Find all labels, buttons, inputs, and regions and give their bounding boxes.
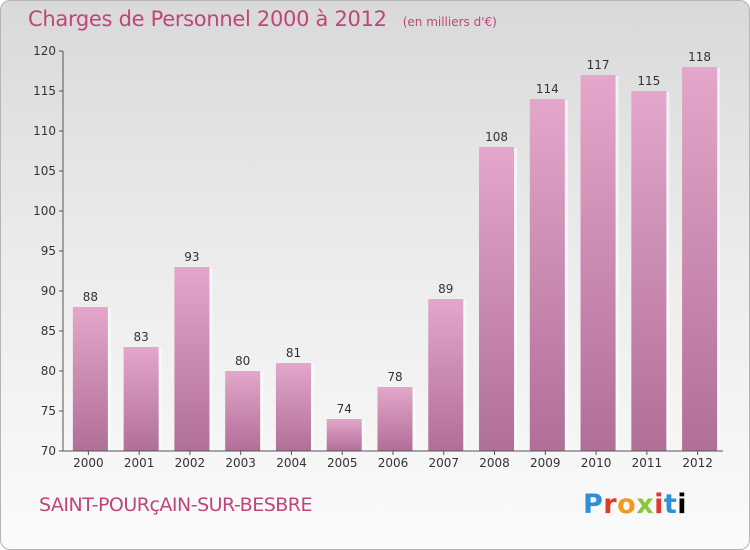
bar-value-label: 89 bbox=[438, 282, 453, 296]
y-tick-label: 105 bbox=[33, 164, 56, 178]
y-tick-label: 85 bbox=[41, 324, 56, 338]
chart-title: Charges de Personnel 2000 à 2012 bbox=[28, 7, 387, 31]
x-tick-label: 2005 bbox=[327, 456, 358, 470]
bar-value-label: 114 bbox=[536, 82, 559, 96]
y-tick-label: 100 bbox=[33, 204, 56, 218]
bar-value-label: 118 bbox=[688, 50, 711, 64]
logo-letter: o bbox=[617, 489, 637, 520]
bar bbox=[72, 307, 108, 451]
x-tick-label: 2011 bbox=[632, 456, 663, 470]
y-tick-label: 120 bbox=[33, 44, 56, 58]
logo-letter: r bbox=[603, 489, 618, 520]
x-tick-label: 2001 bbox=[124, 456, 155, 470]
commune-name: SAINT-POURçAIN-SUR-BESBRE bbox=[39, 494, 313, 516]
y-tick-label: 75 bbox=[41, 404, 56, 418]
logo-letter: P bbox=[583, 489, 604, 520]
x-tick-label: 2002 bbox=[175, 456, 206, 470]
bar-value-label: 93 bbox=[184, 250, 199, 264]
logo-letter: i bbox=[677, 489, 688, 520]
bar-value-label: 83 bbox=[134, 330, 149, 344]
y-tick-label: 115 bbox=[33, 84, 56, 98]
x-tick-label: 2004 bbox=[276, 456, 307, 470]
chart-title-block: Charges de Personnel 2000 à 2012 (en mill… bbox=[28, 7, 497, 31]
x-tick-label: 2008 bbox=[479, 456, 510, 470]
x-tick-label: 2003 bbox=[225, 456, 256, 470]
y-tick-label: 70 bbox=[41, 444, 56, 458]
bar bbox=[529, 99, 565, 451]
bar-value-label: 81 bbox=[286, 346, 301, 360]
chart-unit: (en milliers d'€) bbox=[402, 15, 497, 29]
y-tick-label: 90 bbox=[41, 284, 56, 298]
bar-value-label: 117 bbox=[587, 58, 610, 72]
bar bbox=[428, 299, 464, 451]
bar bbox=[682, 67, 718, 451]
bar bbox=[326, 419, 362, 451]
bar-value-label: 78 bbox=[387, 370, 402, 384]
x-tick-label: 2010 bbox=[581, 456, 612, 470]
logo-letter: t bbox=[663, 489, 678, 520]
x-tick-label: 2006 bbox=[378, 456, 409, 470]
bar bbox=[275, 363, 311, 451]
y-tick-label: 80 bbox=[41, 364, 56, 378]
logo-letter: i bbox=[654, 489, 664, 520]
bar bbox=[174, 267, 210, 451]
y-tick-label: 110 bbox=[33, 124, 56, 138]
bar-value-label: 80 bbox=[235, 354, 250, 368]
x-tick-label: 2009 bbox=[530, 456, 561, 470]
logo-letter: x bbox=[636, 489, 655, 520]
bar-value-label: 115 bbox=[637, 74, 660, 88]
bar bbox=[631, 91, 667, 451]
y-tick-label: 95 bbox=[41, 244, 56, 258]
bar-value-label: 74 bbox=[337, 402, 352, 416]
x-tick-label: 2007 bbox=[428, 456, 459, 470]
bar bbox=[225, 371, 261, 451]
bar bbox=[123, 347, 159, 451]
x-tick-label: 2012 bbox=[682, 456, 713, 470]
bar bbox=[580, 75, 616, 451]
proxiti-logo: Proxiti bbox=[583, 489, 687, 520]
x-tick-label: 2000 bbox=[73, 456, 104, 470]
bar-value-label: 88 bbox=[83, 290, 98, 304]
bar-value-label: 108 bbox=[485, 130, 508, 144]
bar bbox=[377, 387, 413, 451]
bar bbox=[479, 147, 515, 451]
